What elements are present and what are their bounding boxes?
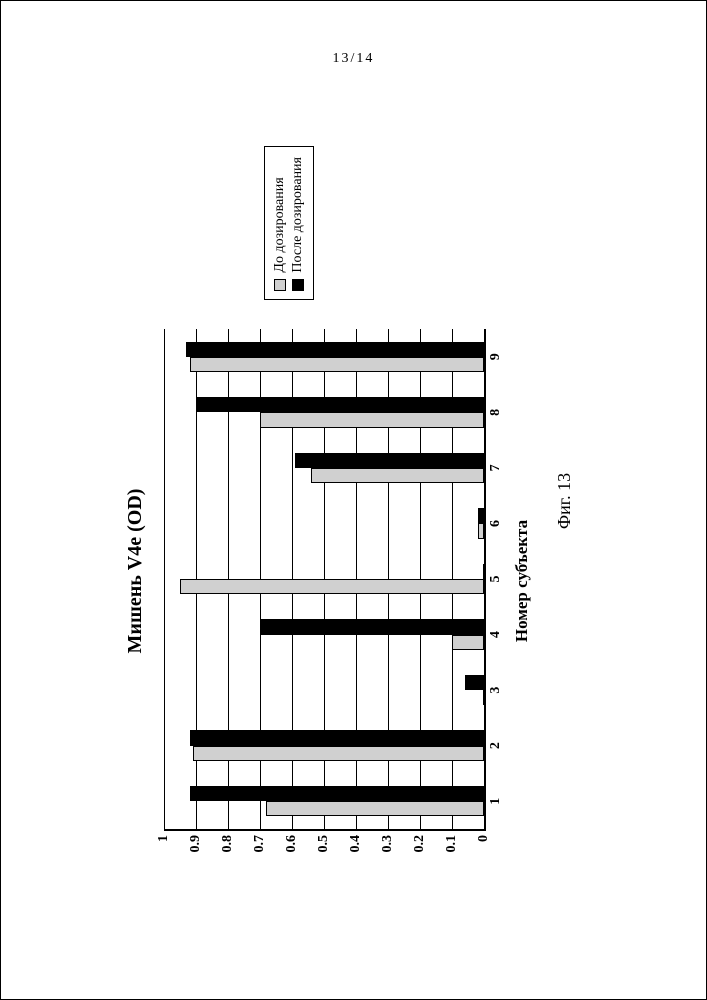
bar — [189, 357, 483, 372]
legend-label-pre: До дозирования — [271, 177, 289, 272]
legend-item-post: После дозирования — [289, 157, 307, 291]
y-tick-label: 0.7 — [252, 829, 268, 853]
bar — [452, 635, 484, 650]
bar — [180, 579, 484, 594]
bar — [311, 468, 484, 483]
x-axis-title: Номер субъекта — [512, 331, 532, 831]
x-tick-label: 9 — [484, 353, 504, 360]
legend: До дозирования После дозирования — [264, 146, 314, 300]
bar — [186, 342, 484, 357]
chart-title: Мишень V4e (OD) — [124, 261, 147, 881]
y-tick-label: 0.1 — [444, 829, 460, 853]
bar — [477, 508, 483, 523]
bar — [260, 412, 484, 427]
chart-stage: Мишень V4e (OD) 00.10.20.30.40.50.60.70.… — [124, 121, 584, 881]
legend-item-pre: До дозирования — [271, 157, 289, 291]
page-number: 13/14 — [1, 51, 706, 67]
x-tick-label: 3 — [484, 687, 504, 694]
bar — [483, 564, 484, 579]
x-tick-label: 6 — [484, 520, 504, 527]
bar — [192, 746, 483, 761]
x-tick-label: 1 — [484, 798, 504, 805]
legend-swatch-pre — [274, 279, 286, 291]
page-frame: 13/14 Мишень V4e (OD) 00.10.20.30.40.50.… — [0, 0, 707, 1000]
y-tick-label: 0.3 — [380, 829, 396, 853]
x-tick-label: 5 — [484, 576, 504, 583]
bar — [483, 690, 484, 705]
bar — [464, 675, 483, 690]
y-tick-label: 0.9 — [188, 829, 204, 853]
bar — [295, 453, 484, 468]
x-tick-label: 7 — [484, 464, 504, 471]
x-tick-label: 8 — [484, 409, 504, 416]
plot-area: 00.10.20.30.40.50.60.70.80.91123456789 — [164, 329, 486, 831]
legend-label-post: После дозирования — [289, 157, 307, 273]
y-tick-label: 1 — [156, 829, 172, 842]
legend-swatch-post — [292, 279, 304, 291]
y-tick-label: 0.8 — [220, 829, 236, 853]
y-tick-label: 0.4 — [348, 829, 364, 853]
y-tick-label: 0.2 — [412, 829, 428, 853]
bar — [196, 397, 484, 412]
y-tick-label: 0 — [476, 829, 492, 842]
y-tick-label: 0.5 — [316, 829, 332, 853]
x-tick-label: 4 — [484, 631, 504, 638]
bar — [189, 730, 483, 745]
rotated-figure: Мишень V4e (OD) 00.10.20.30.40.50.60.70.… — [124, 121, 584, 881]
x-tick-label: 2 — [484, 742, 504, 749]
bar — [266, 801, 484, 816]
bar — [189, 786, 483, 801]
figure-wrap: Мишень V4e (OD) 00.10.20.30.40.50.60.70.… — [124, 121, 584, 881]
gridline — [164, 329, 165, 829]
bar — [260, 619, 484, 634]
figure-caption: Фиг. 13 — [554, 121, 575, 881]
y-tick-label: 0.6 — [284, 829, 300, 853]
bar — [477, 523, 483, 538]
